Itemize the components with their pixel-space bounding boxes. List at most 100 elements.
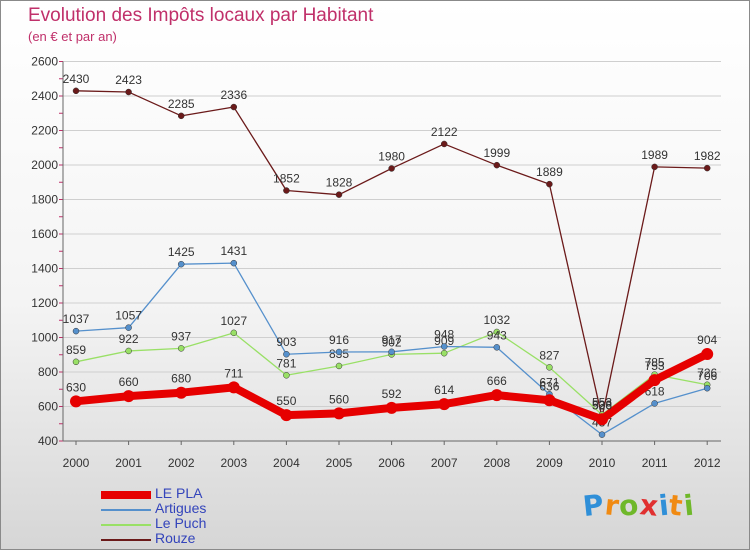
data-label: 671	[539, 375, 559, 389]
data-label: 711	[224, 366, 243, 380]
data-label: 1057	[115, 309, 142, 323]
data-point	[703, 164, 711, 172]
data-point	[175, 386, 188, 399]
data-label: 614	[434, 383, 454, 397]
x-tick-label: 2009	[536, 456, 563, 470]
data-label: 948	[434, 327, 454, 341]
y-tick-label: 1400	[31, 262, 58, 276]
data-point	[70, 395, 82, 408]
chart-subtitle: (en € et par an)	[28, 29, 117, 44]
data-point	[335, 362, 343, 370]
data-point	[72, 327, 80, 335]
data-label: 553	[592, 396, 612, 410]
legend-swatch	[101, 524, 151, 526]
legend-swatch	[101, 539, 151, 541]
data-point	[385, 401, 398, 414]
y-tick-label: 2000	[31, 158, 58, 172]
data-point	[493, 344, 501, 351]
data-point	[388, 165, 395, 172]
data-label: 904	[697, 333, 717, 347]
x-tick-label: 2001	[115, 456, 142, 470]
data-label: 1828	[326, 176, 353, 190]
x-tick-label: 2011	[642, 456, 668, 470]
data-point	[651, 400, 658, 407]
data-label: 526	[592, 398, 612, 412]
data-label: 922	[119, 332, 139, 346]
x-tick-label: 2005	[326, 456, 353, 470]
data-label: 680	[171, 372, 191, 386]
data-label: 666	[487, 374, 507, 388]
y-tick-label: 400	[38, 434, 58, 448]
x-tick-label: 2010	[589, 456, 616, 470]
data-label: 827	[539, 348, 559, 362]
data-point	[227, 381, 240, 394]
data-point	[701, 348, 714, 361]
data-label: 592	[382, 387, 402, 401]
data-point	[543, 394, 556, 407]
x-tick-label: 2007	[431, 456, 458, 470]
data-label: 903	[276, 335, 296, 349]
data-label: 1027	[220, 314, 247, 328]
data-point	[440, 349, 448, 357]
data-point	[177, 345, 185, 352]
data-label: 706	[697, 369, 717, 383]
data-label: 859	[66, 343, 86, 357]
x-tick-label: 2000	[63, 456, 90, 470]
data-label: 560	[329, 392, 349, 406]
data-point	[280, 409, 293, 422]
chart-title: Evolution des Impôts locaux par Habitant	[28, 5, 374, 26]
data-label: 2122	[431, 125, 458, 139]
data-point	[125, 88, 132, 96]
data-point	[493, 328, 501, 336]
y-tick-label: 2600	[31, 55, 58, 69]
data-label: 916	[329, 333, 349, 347]
data-label: 753	[645, 359, 665, 373]
data-label: 943	[487, 328, 507, 342]
data-point	[177, 112, 185, 120]
x-tick-label: 2003	[220, 456, 247, 470]
data-label: 660	[119, 375, 139, 389]
data-label: 909	[434, 334, 454, 348]
data-point	[283, 372, 290, 379]
data-point	[72, 358, 80, 366]
data-point	[230, 103, 238, 111]
y-tick-label: 1000	[31, 331, 58, 345]
data-label: 1425	[168, 245, 195, 259]
data-label: 2285	[168, 97, 195, 111]
data-label: 902	[382, 335, 402, 349]
data-label: 1989	[641, 148, 668, 162]
data-label: 630	[66, 380, 86, 394]
data-point	[438, 398, 451, 411]
data-label: 726	[697, 366, 717, 380]
y-tick-label: 800	[38, 365, 58, 379]
data-point	[598, 431, 606, 438]
series-artigues: 1037105714251431903916917948943671437618…	[63, 244, 718, 438]
x-tick-label: 2004	[273, 456, 300, 470]
x-tick-label: 2002	[168, 456, 195, 470]
legend-swatch	[101, 491, 151, 499]
data-point	[651, 163, 658, 171]
data-label: 2430	[63, 72, 90, 86]
y-tick-label: 1200	[31, 296, 58, 310]
data-label: 1037	[63, 312, 90, 326]
data-point	[546, 364, 553, 371]
data-point	[335, 348, 343, 356]
data-label: 1999	[483, 146, 510, 160]
gridlines	[63, 61, 721, 442]
data-point	[703, 384, 711, 392]
x-tick-label: 2008	[483, 456, 510, 470]
y-tick-label: 1600	[31, 227, 58, 241]
logo-letter: i	[681, 488, 696, 523]
data-point	[333, 407, 345, 420]
data-point	[283, 350, 290, 358]
data-label: 785	[645, 356, 665, 370]
data-point	[596, 413, 608, 426]
data-point	[648, 374, 661, 387]
data-point	[122, 390, 135, 403]
proxiti-logo: Proxiti	[581, 488, 696, 523]
data-point	[72, 87, 80, 95]
data-label: 2336	[220, 88, 247, 102]
data-label: 636	[539, 379, 559, 393]
y-tick-label: 1800	[31, 193, 58, 207]
